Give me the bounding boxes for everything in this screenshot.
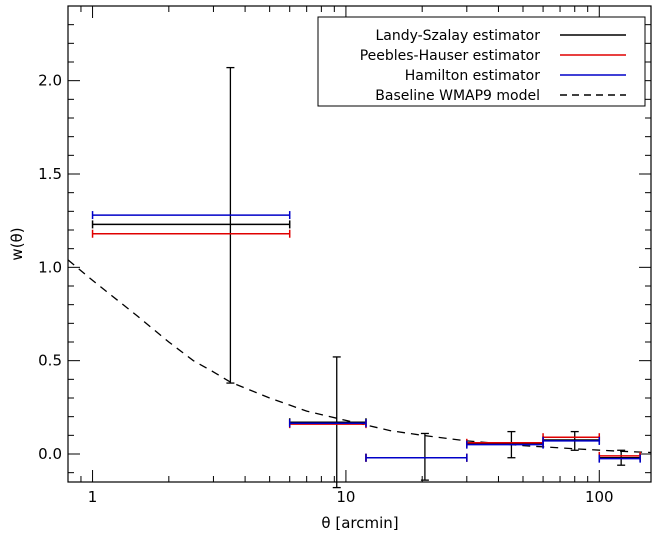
y-tick-label: 2.0: [38, 72, 62, 90]
y-tick-label: 1.0: [38, 258, 62, 276]
legend-label: Peebles-Hauser estimator: [360, 48, 541, 64]
data-points-layer: [91, 66, 641, 489]
model-curve: [67, 259, 652, 454]
x-tick-label: 10: [336, 488, 355, 506]
legend-label: Baseline WMAP9 model: [375, 88, 540, 104]
x-tick-label: 100: [585, 488, 614, 506]
plot-frame: [67, 5, 652, 483]
y-tick-label: 1.5: [38, 165, 62, 183]
axis-ticks: 1 10 100 0.0 0.5 1.0 1.5 2.0: [38, 6, 651, 506]
y-tick-label: 0.5: [38, 352, 62, 370]
legend-label: Landy-Szalay estimator: [375, 28, 540, 44]
y-axis-label: w(θ): [8, 227, 26, 260]
model-curve-layer: [67, 259, 652, 454]
legend-label: Hamilton estimator: [405, 68, 540, 84]
legend-box: [317, 16, 646, 107]
x-axis-label: θ [arcmin]: [321, 514, 398, 532]
legend: Landy-Szalay estimator Peebles-Hauser est…: [317, 16, 646, 107]
x-tick-label: 1: [88, 488, 98, 506]
y-tick-label: 0.0: [38, 445, 62, 463]
